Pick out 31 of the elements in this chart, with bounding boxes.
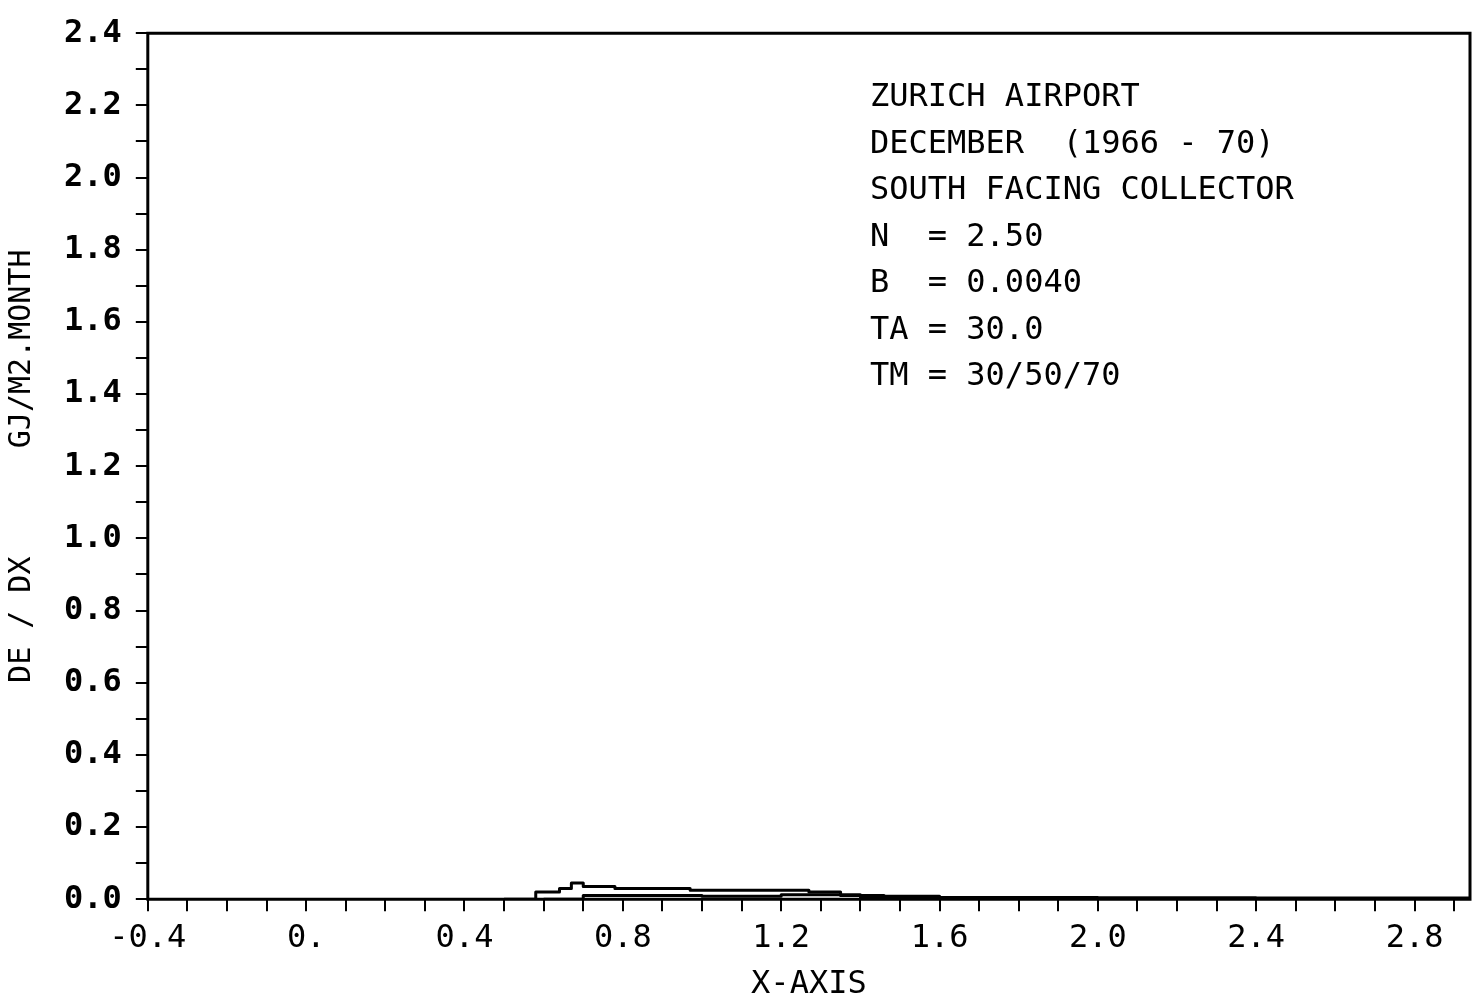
x-tick-label: 2.4 (1227, 916, 1286, 955)
x-tick-label: 0. (286, 916, 326, 955)
x-tick-label: 2.0 (1068, 916, 1127, 955)
annotation: DECEMBER (1966 - 70) (870, 122, 1275, 161)
annotation: B = 0.0040 (870, 262, 1082, 301)
y-tick-label: 1.6 (64, 300, 122, 339)
y-tick-label: 1.2 (64, 444, 122, 483)
x-tick-label: 0.4 (435, 916, 494, 955)
y-tick-label: 0.6 (64, 661, 122, 700)
y-tick-label: 0.4 (64, 733, 122, 772)
annotation: N = 2.50 (870, 215, 1044, 254)
y-tick-label: 1.0 (64, 516, 122, 555)
x-tick-label: 0.8 (593, 916, 652, 955)
y-tick-label: 0.2 (64, 805, 122, 844)
y-tick-label: 2.2 (64, 83, 122, 122)
y-tick-label: 0.8 (64, 588, 122, 627)
annotation: SOUTH FACING COLLECTOR (870, 169, 1295, 208)
y-tick-label: 1.8 (64, 228, 122, 267)
y-tick-label: 1.4 (64, 372, 122, 411)
y-tick-label: 0.0 (64, 877, 122, 916)
y-axis-title: DE / DX GJ/M2.MONTH (1, 249, 37, 683)
x-tick-label: 1.6 (910, 916, 969, 955)
x-axis-title: X-AXIS (751, 963, 867, 1002)
y-tick-label: 2.4 (64, 11, 122, 50)
x-tick-label: 1.2 (752, 916, 811, 955)
annotation: ZURICH AIRPORT (870, 76, 1140, 115)
x-tick-label: -0.4 (109, 916, 187, 955)
annotation: TM = 30/50/70 (870, 355, 1121, 394)
x-tick-label: 2.8 (1385, 916, 1444, 955)
annotation: TA = 30.0 (870, 308, 1044, 347)
y-tick-label: 2.0 (64, 155, 122, 194)
